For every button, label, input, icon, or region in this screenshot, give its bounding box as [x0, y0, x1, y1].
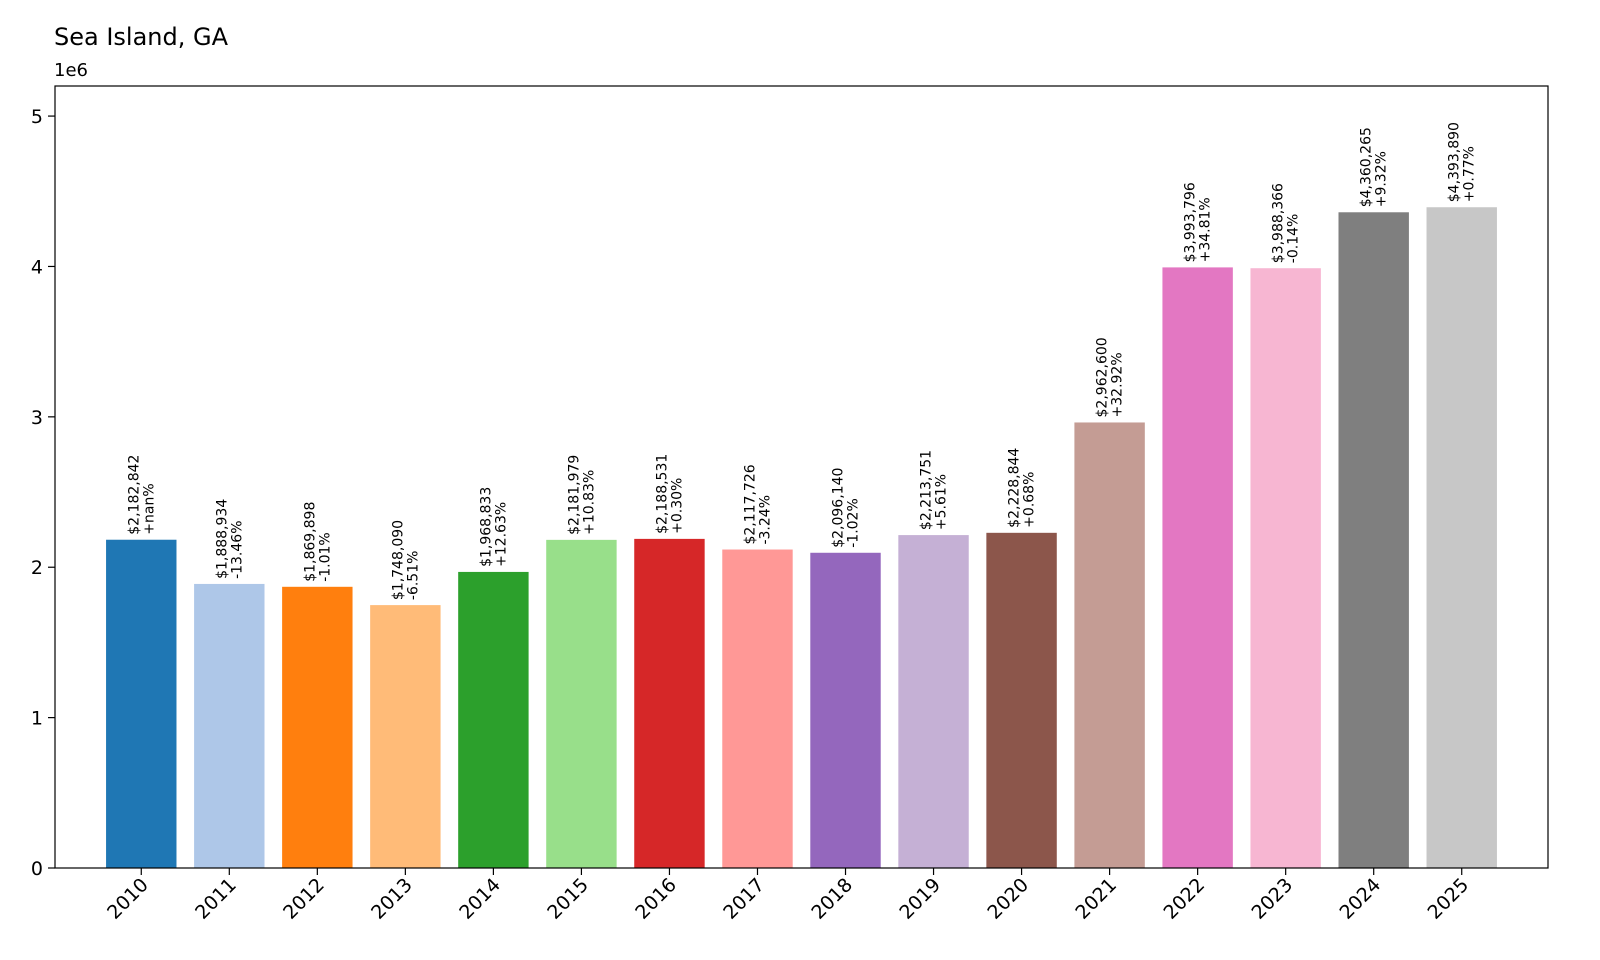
- bar-value-amount: $4,360,265: [1359, 127, 1375, 207]
- x-tick-label-2019: 2019: [895, 874, 945, 924]
- bar-2024: [1338, 212, 1409, 868]
- bar-value-change: +0.30%: [669, 478, 685, 534]
- bar-value-change: -13.46%: [229, 520, 245, 578]
- bar-2010: [106, 539, 177, 868]
- bar-value-change: +0.68%: [1022, 472, 1038, 528]
- x-tick-label-2014: 2014: [455, 874, 505, 924]
- bar-2022: [1162, 267, 1233, 868]
- bar-2018: [810, 552, 881, 868]
- bar-value-change: -1.01%: [317, 532, 333, 582]
- bar-value-change: -1.02%: [846, 498, 862, 548]
- bar-value-amount: $3,988,366: [1271, 183, 1287, 263]
- y-tick-label-5: 5: [31, 106, 43, 128]
- bar-2025: [1426, 207, 1497, 869]
- bar-value-amount: $3,993,796: [1183, 182, 1199, 262]
- axes-frame: [54, 85, 1549, 869]
- x-tick-label-2016: 2016: [631, 874, 681, 924]
- y-tick-label-0: 0: [31, 858, 43, 880]
- bar-value-change: +9.32%: [1374, 151, 1390, 207]
- bar-value-label-2017: $2,117,726-3.24%: [742, 464, 773, 544]
- bar-value-label-2022: $3,993,796+34.81%: [1183, 182, 1214, 262]
- bar-value-amount: $1,888,934: [214, 499, 230, 579]
- bar-value-label-2012: $1,869,898-1.01%: [302, 502, 333, 582]
- bar-value-amount: $2,181,979: [566, 455, 582, 535]
- bar-value-label-2019: $2,213,751+5.61%: [919, 450, 950, 530]
- x-tick-label-2022: 2022: [1159, 874, 1209, 924]
- bar-value-amount: $1,748,090: [390, 520, 406, 600]
- bar-value-amount: $2,213,751: [919, 450, 935, 530]
- bar-value-amount: $2,228,844: [1007, 448, 1023, 528]
- x-tick-label-2020: 2020: [983, 874, 1033, 924]
- bar-value-amount: $1,869,898: [302, 502, 318, 582]
- bar-value-label-2016: $2,188,531+0.30%: [654, 454, 685, 534]
- bar-2014: [458, 571, 529, 868]
- bar-2023: [1250, 268, 1321, 869]
- bar-value-change: +nan%: [141, 483, 157, 534]
- bar-value-change: +0.77%: [1462, 146, 1478, 202]
- bar-value-change: +10.83%: [581, 470, 597, 535]
- x-tick-label-2010: 2010: [103, 874, 153, 924]
- chart-title: Sea Island, GA: [54, 23, 229, 51]
- bar-2020: [986, 532, 1057, 868]
- y-tick-label-2: 2: [31, 557, 43, 579]
- y-tick-label-4: 4: [31, 256, 43, 278]
- bar-value-change: +5.61%: [934, 474, 950, 530]
- bar-2019: [898, 535, 969, 868]
- bar-value-change: -0.14%: [1286, 214, 1302, 264]
- y-tick-label-3: 3: [31, 407, 43, 429]
- plot-area: $2,182,842+nan% $1,888,934-13.46% $1,869,8…: [31, 85, 1549, 924]
- x-tick-label-2017: 2017: [719, 874, 769, 924]
- bar-value-amount: $2,188,531: [654, 454, 670, 534]
- y-tick-label-1: 1: [31, 708, 43, 730]
- bar-value-label-2018: $2,096,140-1.02%: [831, 468, 862, 548]
- bar-value-label-2010: $2,182,842+nan%: [126, 455, 157, 535]
- x-tick-label-2024: 2024: [1335, 874, 1385, 924]
- x-tick-label-2021: 2021: [1071, 874, 1121, 924]
- bar-value-label-2025: $4,393,890+0.77%: [1447, 122, 1478, 202]
- bar-value-change: +34.81%: [1198, 197, 1214, 262]
- x-tick-label-2012: 2012: [279, 874, 329, 924]
- bar-2013: [370, 605, 441, 868]
- bar-value-change: -3.24%: [757, 495, 773, 545]
- bar-value-label-2011: $1,888,934-13.46%: [214, 499, 245, 579]
- bar-value-label-2015: $2,181,979+10.83%: [566, 455, 597, 535]
- y-axis-offset-label: 1e6: [54, 60, 88, 81]
- bar-value-amount: $2,117,726: [742, 464, 758, 544]
- bar-2015: [546, 539, 617, 868]
- bar-2012: [282, 586, 353, 868]
- bar-value-change: +12.63%: [493, 502, 509, 567]
- bar-2017: [722, 549, 793, 868]
- bar-value-label-2014: $1,968,833+12.63%: [478, 487, 509, 567]
- bar-2021: [1074, 422, 1145, 868]
- x-tick-label-2025: 2025: [1424, 874, 1474, 924]
- bar-value-label-2020: $2,228,844+0.68%: [1007, 448, 1038, 528]
- x-tick-label-2023: 2023: [1247, 874, 1297, 924]
- bar-value-label-2024: $4,360,265+9.32%: [1359, 127, 1390, 207]
- bar-2016: [634, 538, 705, 868]
- bar-value-change: -6.51%: [405, 551, 421, 601]
- x-tick-label-2011: 2011: [191, 874, 241, 924]
- bar-value-label-2021: $2,962,600+32.92%: [1095, 337, 1126, 417]
- bar-value-change: +32.92%: [1110, 352, 1126, 417]
- bar-value-amount: $2,962,600: [1095, 337, 1111, 417]
- x-tick-label-2018: 2018: [807, 874, 857, 924]
- bar-2011: [194, 583, 265, 868]
- bar-value-label-2013: $1,748,090-6.51%: [390, 520, 421, 600]
- bar-value-amount: $4,393,890: [1447, 122, 1463, 202]
- bar-value-amount: $2,096,140: [831, 468, 847, 548]
- bar-value-label-2023: $3,988,366-0.14%: [1271, 183, 1302, 263]
- x-tick-label-2015: 2015: [543, 874, 593, 924]
- x-tick-label-2013: 2013: [367, 874, 417, 924]
- bar-value-amount: $1,968,833: [478, 487, 494, 567]
- bar-value-amount: $2,182,842: [126, 455, 142, 535]
